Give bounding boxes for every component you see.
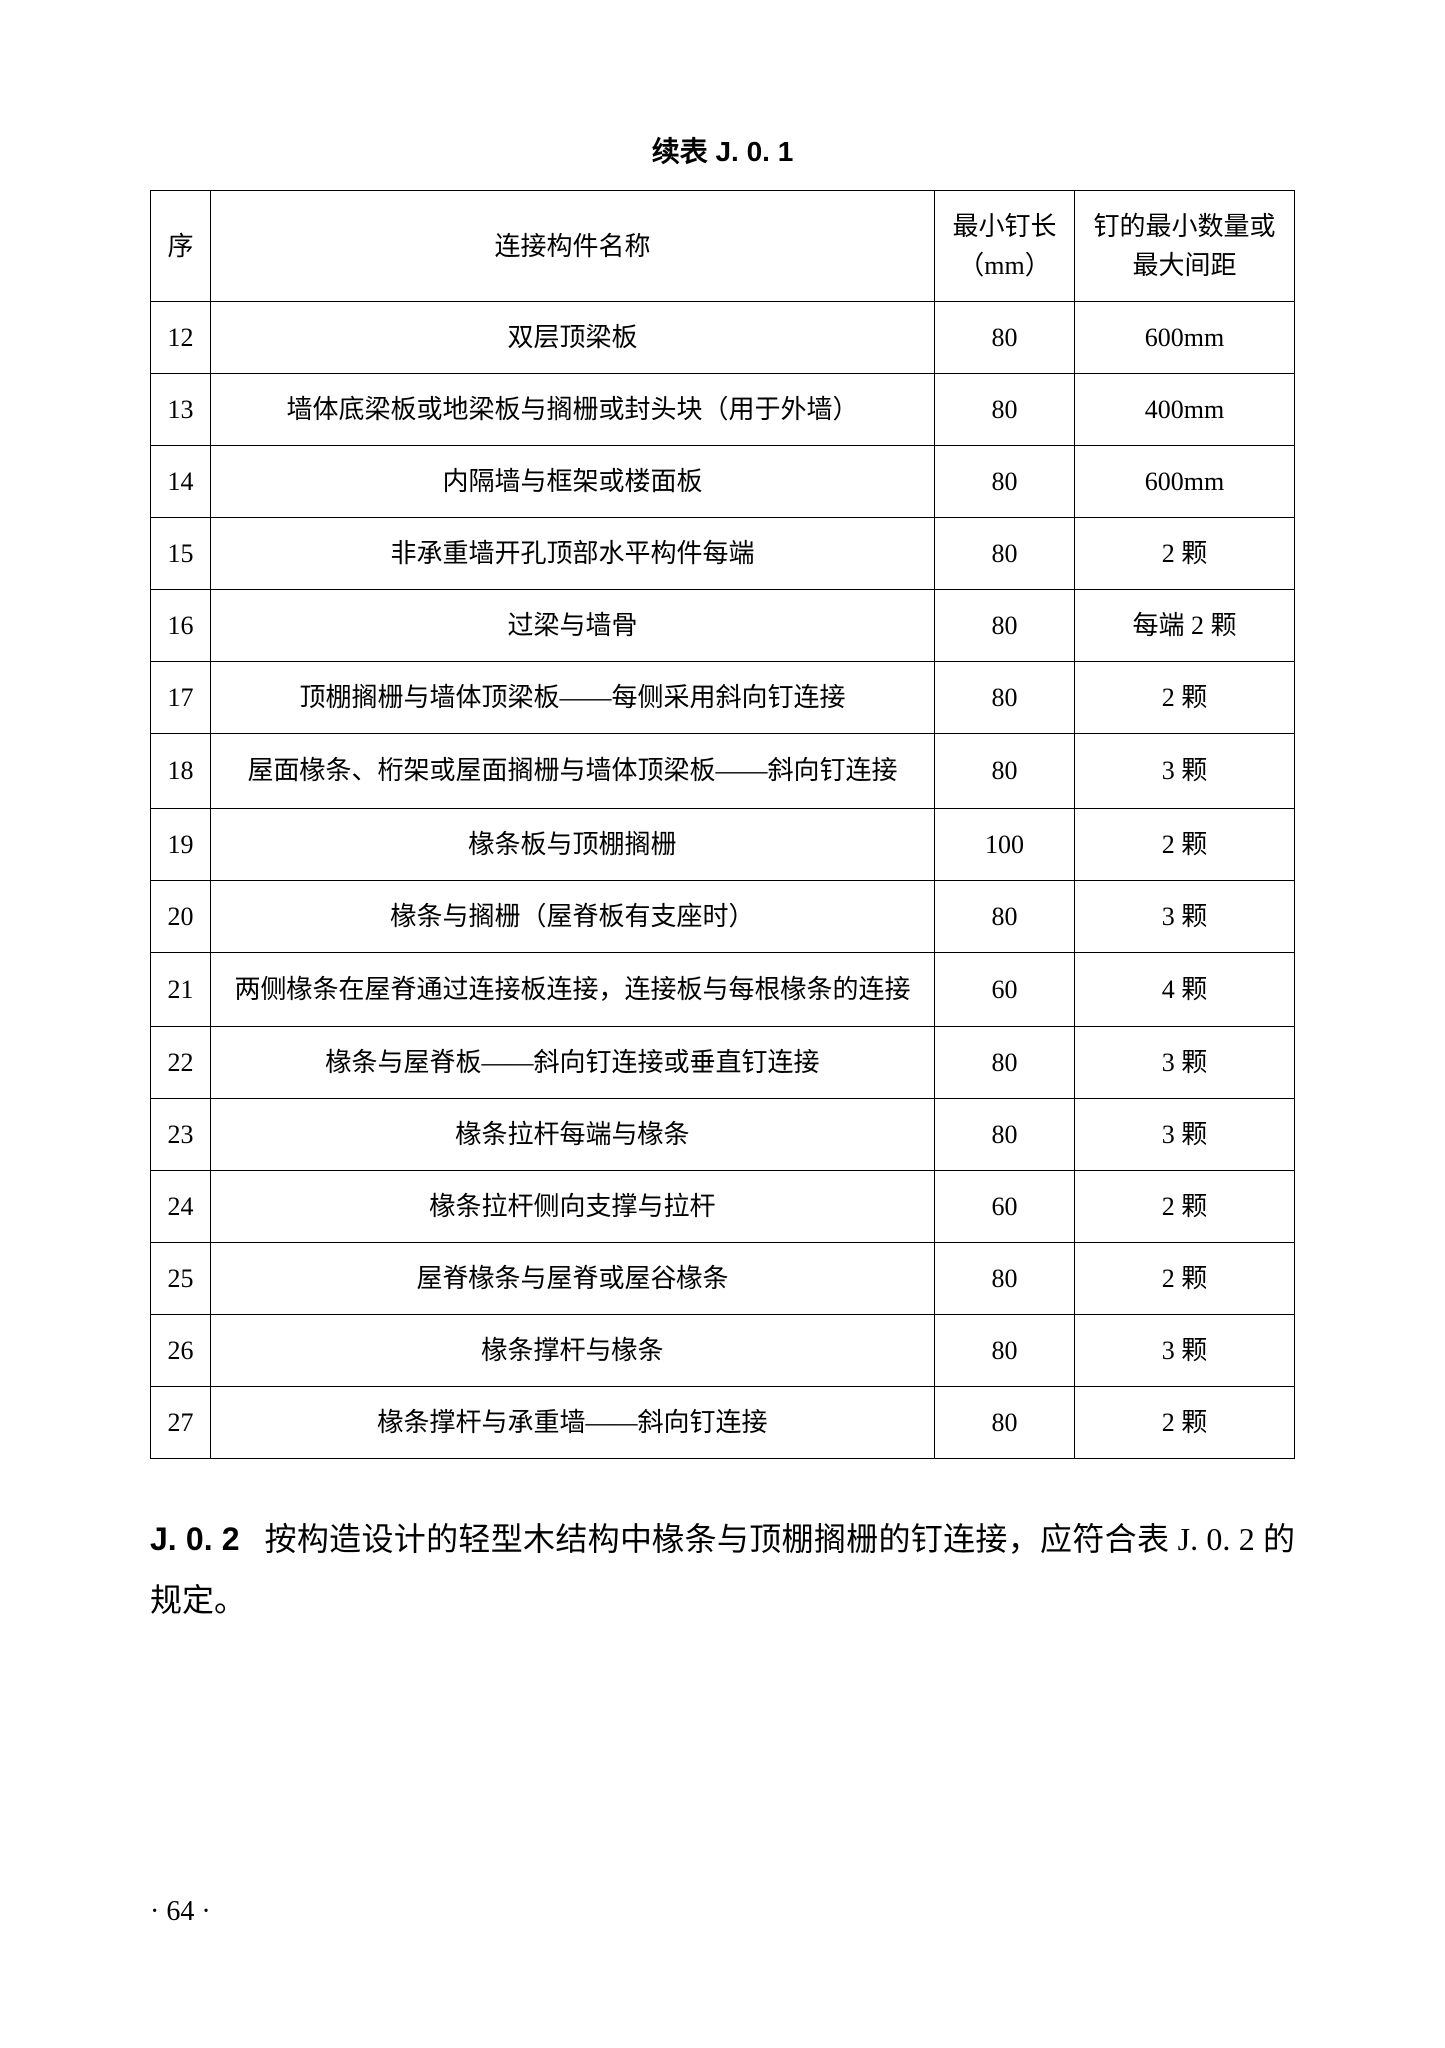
table-row: 13 墙体底梁板或地梁板与搁栅或封头块（用于外墙） 80 400mm	[151, 374, 1295, 446]
cell-name: 椽条撑杆与椽条	[211, 1315, 935, 1387]
cell-name: 屋面椽条、桁架或屋面搁栅与墙体顶梁板——斜向钉连接	[211, 734, 935, 809]
main-table: 序 连接构件名称 最小钉长（mm） 钉的最小数量或最大间距 12 双层顶梁板 8…	[150, 190, 1295, 1459]
cell-qty: 600mm	[1075, 302, 1295, 374]
cell-name: 两侧椽条在屋脊通过连接板连接，连接板与每根椽条的连接	[211, 952, 935, 1027]
table-row: 21 两侧椽条在屋脊通过连接板连接，连接板与每根椽条的连接 60 4 颗	[151, 952, 1295, 1027]
table-row: 26 椽条撑杆与椽条 80 3 颗	[151, 1315, 1295, 1387]
cell-name: 非承重墙开孔顶部水平构件每端	[211, 518, 935, 590]
cell-len: 80	[935, 880, 1075, 952]
cell-len: 80	[935, 446, 1075, 518]
cell-seq: 27	[151, 1387, 211, 1459]
cell-qty: 3 颗	[1075, 1315, 1295, 1387]
cell-name: 内隔墙与框架或楼面板	[211, 446, 935, 518]
table-title: 续表 J. 0. 1	[150, 130, 1295, 170]
cell-seq: 13	[151, 374, 211, 446]
cell-len: 80	[935, 302, 1075, 374]
cell-qty: 每端 2 颗	[1075, 590, 1295, 662]
cell-name: 椽条拉杆每端与椽条	[211, 1099, 935, 1171]
cell-qty: 3 颗	[1075, 1099, 1295, 1171]
cell-seq: 18	[151, 734, 211, 809]
cell-name: 椽条与屋脊板——斜向钉连接或垂直钉连接	[211, 1027, 935, 1099]
cell-seq: 24	[151, 1171, 211, 1243]
table-row: 22 椽条与屋脊板——斜向钉连接或垂直钉连接 80 3 颗	[151, 1027, 1295, 1099]
cell-name: 椽条板与顶棚搁栅	[211, 808, 935, 880]
header-seq: 序	[151, 191, 211, 302]
cell-len: 80	[935, 1027, 1075, 1099]
cell-name: 椽条拉杆侧向支撑与拉杆	[211, 1171, 935, 1243]
cell-qty: 600mm	[1075, 446, 1295, 518]
cell-name: 椽条与搁栅（屋脊板有支座时）	[211, 880, 935, 952]
table-header-row: 序 连接构件名称 最小钉长（mm） 钉的最小数量或最大间距	[151, 191, 1295, 302]
table-row: 20 椽条与搁栅（屋脊板有支座时） 80 3 颗	[151, 880, 1295, 952]
table-row: 18 屋面椽条、桁架或屋面搁栅与墙体顶梁板——斜向钉连接 80 3 颗	[151, 734, 1295, 809]
header-minqty: 钉的最小数量或最大间距	[1075, 191, 1295, 302]
cell-len: 80	[935, 1243, 1075, 1315]
section-label: J. 0. 2	[150, 1521, 240, 1557]
cell-seq: 21	[151, 952, 211, 1027]
cell-len: 80	[935, 1315, 1075, 1387]
cell-qty: 2 颗	[1075, 808, 1295, 880]
section-paragraph: J. 0. 2 按构造设计的轻型木结构中椽条与顶棚搁栅的钉连接，应符合表 J. …	[150, 1509, 1295, 1631]
cell-seq: 23	[151, 1099, 211, 1171]
cell-len: 80	[935, 1099, 1075, 1171]
header-minlen: 最小钉长（mm）	[935, 191, 1075, 302]
cell-qty: 2 颗	[1075, 1171, 1295, 1243]
cell-name: 墙体底梁板或地梁板与搁栅或封头块（用于外墙）	[211, 374, 935, 446]
cell-qty: 2 颗	[1075, 662, 1295, 734]
cell-seq: 26	[151, 1315, 211, 1387]
cell-name: 双层顶梁板	[211, 302, 935, 374]
cell-name: 屋脊椽条与屋脊或屋谷椽条	[211, 1243, 935, 1315]
table-row: 12 双层顶梁板 80 600mm	[151, 302, 1295, 374]
table-row: 19 椽条板与顶棚搁栅 100 2 颗	[151, 808, 1295, 880]
table-row: 27 椽条撑杆与承重墙——斜向钉连接 80 2 颗	[151, 1387, 1295, 1459]
cell-seq: 20	[151, 880, 211, 952]
cell-seq: 22	[151, 1027, 211, 1099]
table-row: 15 非承重墙开孔顶部水平构件每端 80 2 颗	[151, 518, 1295, 590]
table-row: 25 屋脊椽条与屋脊或屋谷椽条 80 2 颗	[151, 1243, 1295, 1315]
cell-qty: 2 颗	[1075, 518, 1295, 590]
cell-len: 80	[935, 1387, 1075, 1459]
cell-seq: 25	[151, 1243, 211, 1315]
cell-qty: 4 颗	[1075, 952, 1295, 1027]
cell-qty: 3 颗	[1075, 880, 1295, 952]
cell-qty: 2 颗	[1075, 1387, 1295, 1459]
cell-len: 80	[935, 518, 1075, 590]
cell-qty: 3 颗	[1075, 1027, 1295, 1099]
table-body: 12 双层顶梁板 80 600mm 13 墙体底梁板或地梁板与搁栅或封头块（用于…	[151, 302, 1295, 1459]
cell-len: 80	[935, 662, 1075, 734]
cell-len: 80	[935, 734, 1075, 809]
cell-seq: 14	[151, 446, 211, 518]
header-name: 连接构件名称	[211, 191, 935, 302]
page-number: · 64 ·	[150, 1896, 211, 1928]
table-row: 23 椽条拉杆每端与椽条 80 3 颗	[151, 1099, 1295, 1171]
cell-len: 80	[935, 374, 1075, 446]
cell-qty: 3 颗	[1075, 734, 1295, 809]
cell-seq: 16	[151, 590, 211, 662]
cell-seq: 17	[151, 662, 211, 734]
cell-name: 顶棚搁栅与墙体顶梁板——每侧采用斜向钉连接	[211, 662, 935, 734]
table-row: 14 内隔墙与框架或楼面板 80 600mm	[151, 446, 1295, 518]
cell-seq: 15	[151, 518, 211, 590]
table-row: 24 椽条拉杆侧向支撑与拉杆 60 2 颗	[151, 1171, 1295, 1243]
section-body: 按构造设计的轻型木结构中椽条与顶棚搁栅的钉连接，应符合表 J. 0. 2 的规定…	[150, 1521, 1295, 1618]
cell-qty: 400mm	[1075, 374, 1295, 446]
cell-len: 60	[935, 952, 1075, 1027]
cell-name: 椽条撑杆与承重墙——斜向钉连接	[211, 1387, 935, 1459]
cell-len: 60	[935, 1171, 1075, 1243]
table-row: 16 过梁与墙骨 80 每端 2 颗	[151, 590, 1295, 662]
cell-seq: 19	[151, 808, 211, 880]
cell-qty: 2 颗	[1075, 1243, 1295, 1315]
cell-len: 80	[935, 590, 1075, 662]
cell-seq: 12	[151, 302, 211, 374]
cell-name: 过梁与墙骨	[211, 590, 935, 662]
cell-len: 100	[935, 808, 1075, 880]
table-row: 17 顶棚搁栅与墙体顶梁板——每侧采用斜向钉连接 80 2 颗	[151, 662, 1295, 734]
